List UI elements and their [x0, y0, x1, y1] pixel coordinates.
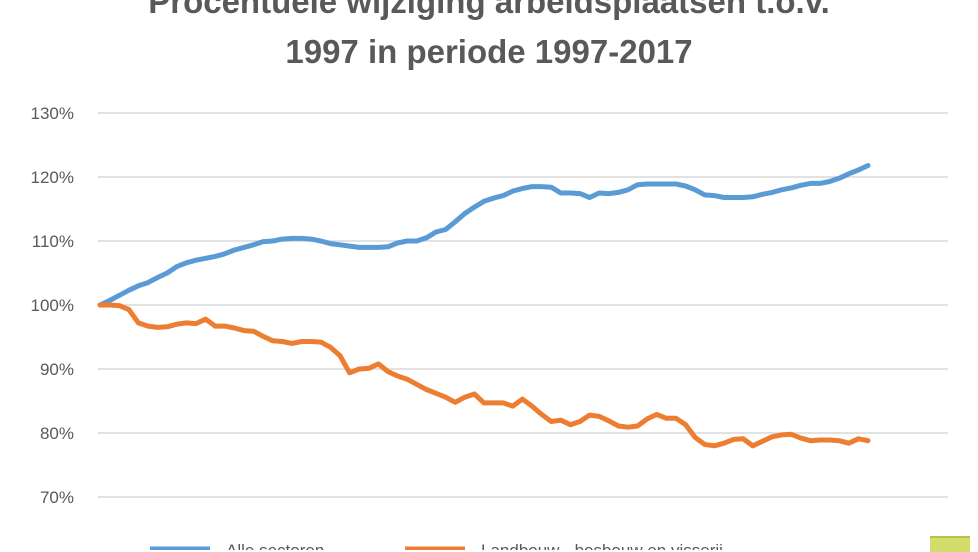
legend-label-landbouw: Landbouw-, bosbouw en visserij [481, 541, 723, 550]
y-axis-tick-labels: 70% 80% 90% 100% 110% 120% 130% [31, 104, 74, 507]
y-tick-label-90: 90% [40, 360, 74, 379]
series-line-landbouw [97, 302, 871, 449]
y-tick-label-130: 130% [31, 104, 74, 123]
legend-label-alle-sectoren: Alle sectoren [226, 541, 324, 550]
series-lines [97, 163, 871, 449]
legend: Alle sectoren Landbouw-, bosbouw en viss… [150, 541, 723, 550]
chart-title-line-2: 1997 in periode 1997-2017 [285, 33, 693, 70]
corner-marker [930, 536, 970, 552]
y-tick-label-100: 100% [31, 296, 74, 315]
y-tick-label-70: 70% [40, 488, 74, 507]
chart-title-line-1: Procentuele wijziging arbeidsplaatsen t.… [148, 0, 830, 20]
y-tick-label-110: 110% [32, 232, 74, 251]
y-tick-label-120: 120% [31, 168, 74, 187]
series-line-alle-sectoren [97, 163, 871, 308]
gridlines [98, 112, 948, 498]
y-tick-label-80: 80% [40, 424, 74, 443]
